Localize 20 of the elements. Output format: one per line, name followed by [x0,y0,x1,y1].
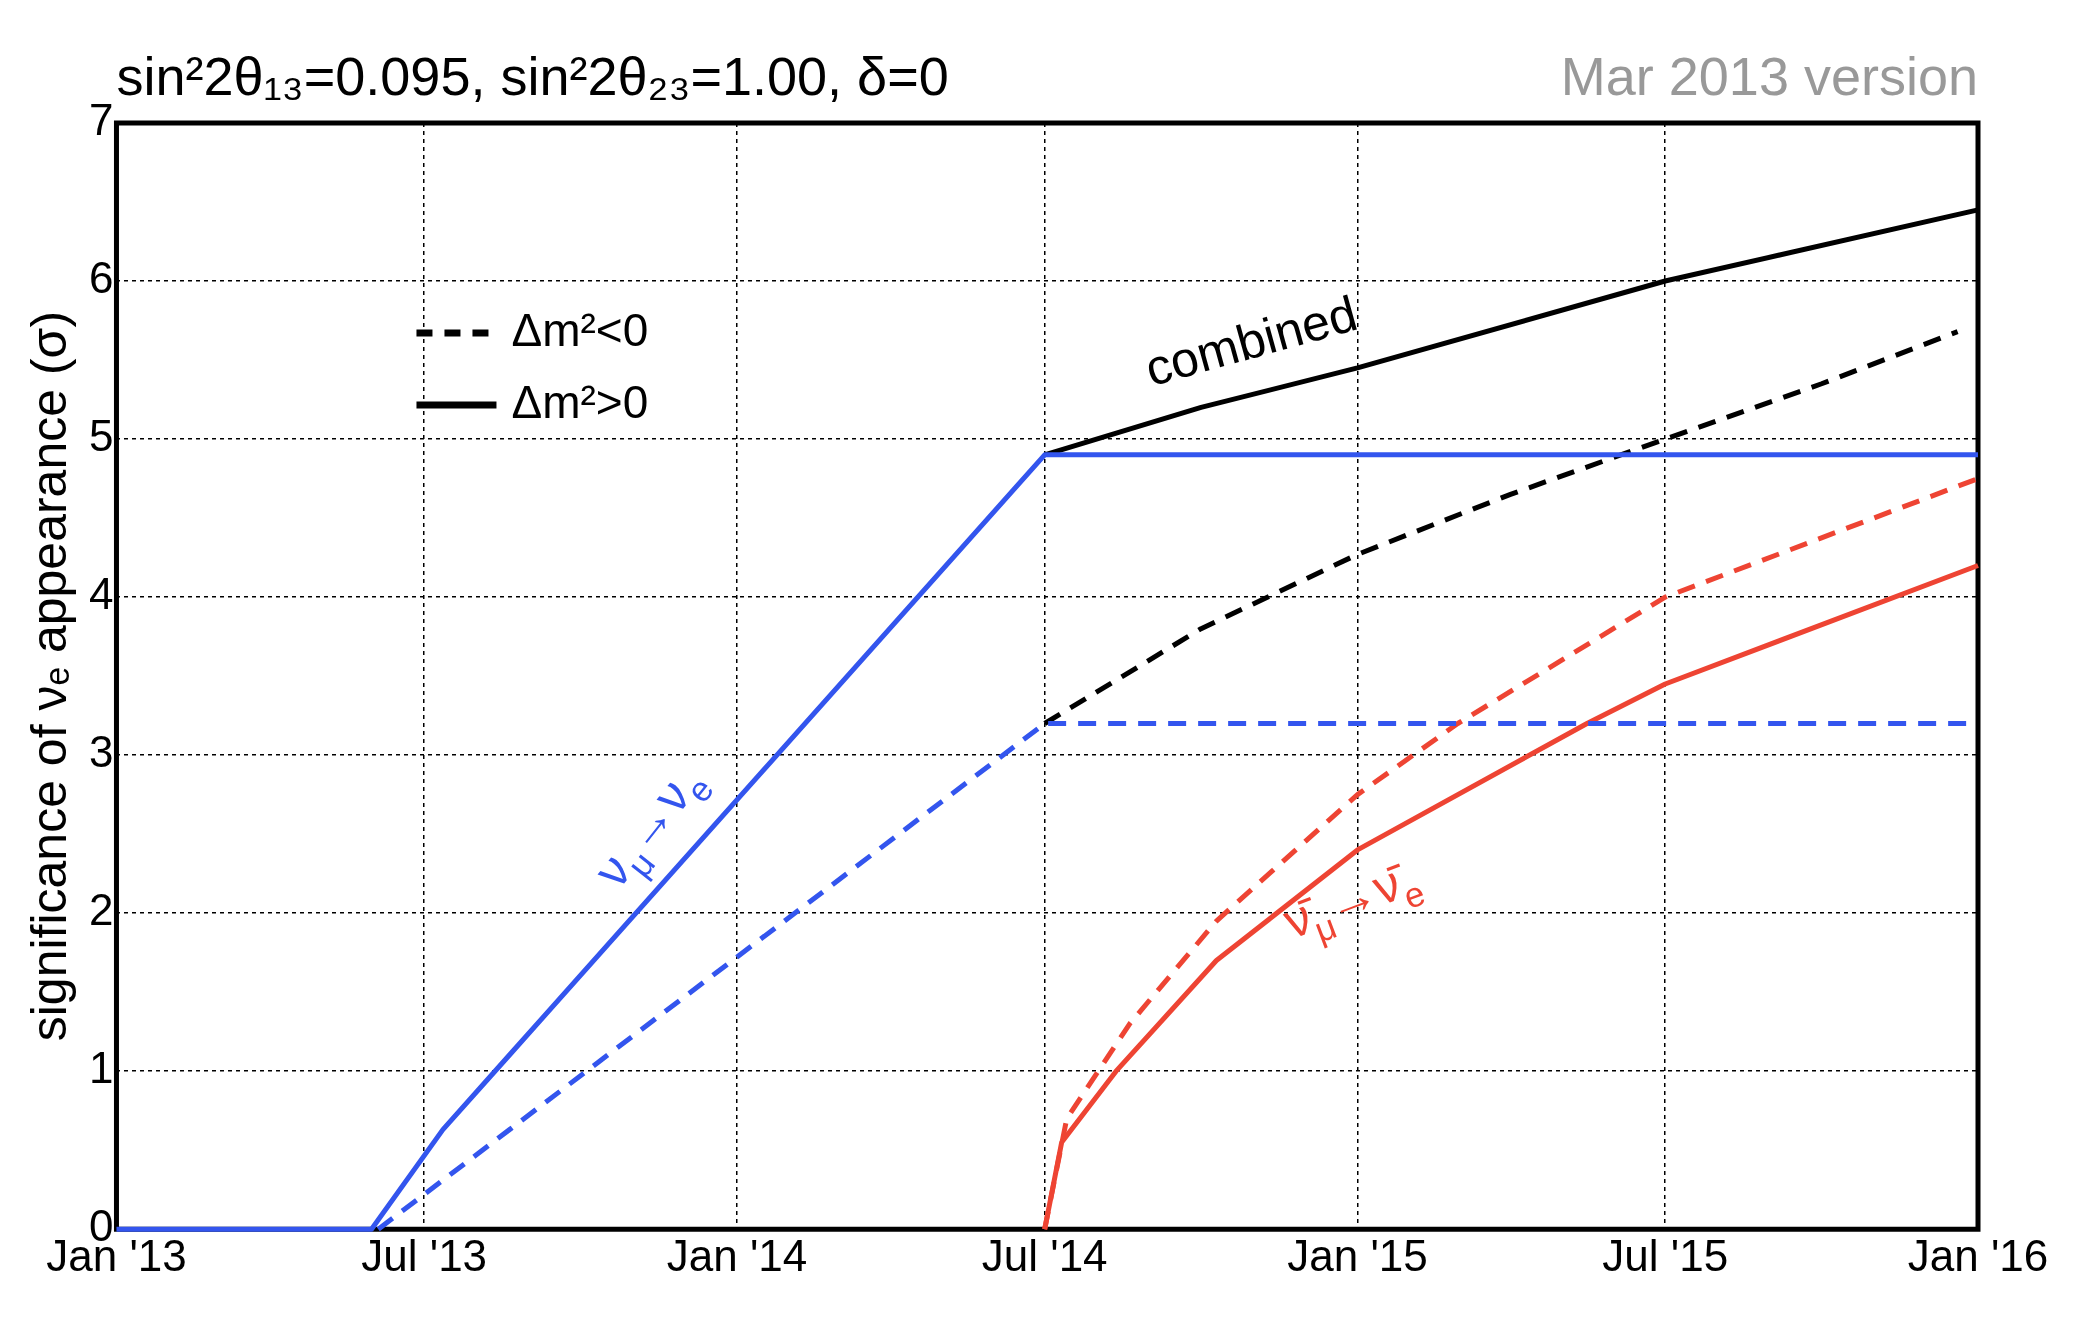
x-tick-label: Jul '15 [1602,1230,1729,1280]
y-tick-label: 1 [88,1043,114,1093]
legend-label: Δm²>0 [511,375,649,428]
annotation: ν̄μ→ν̄e [1276,852,1430,950]
x-tick-label: Jan '14 [666,1230,808,1280]
y-tick-label: 4 [88,569,114,619]
x-tick-label: Jan '16 [1907,1230,2049,1280]
y-tick-label: 3 [88,727,114,777]
y-tick-label: 7 [88,95,114,145]
x-tick-label: Jul '13 [361,1230,488,1280]
chart-subtitle: Mar 2013 version [1560,46,1979,106]
annotation: νμ→νe [582,768,721,898]
x-tick-label: Jan '15 [1287,1230,1428,1280]
y-tick-label: 2 [88,885,114,935]
y-axis-title: significance of νₑ appearance (σ) [20,310,77,1042]
legend-label: Δm²<0 [511,303,649,356]
y-tick-label: 6 [88,253,114,303]
chart-title: sin²2θ₁₃=0.095, sin²2θ₂₃=1.00, δ=0 [116,46,949,106]
x-tick-label: Jul '14 [981,1230,1108,1280]
y-tick-label: 5 [88,411,114,461]
